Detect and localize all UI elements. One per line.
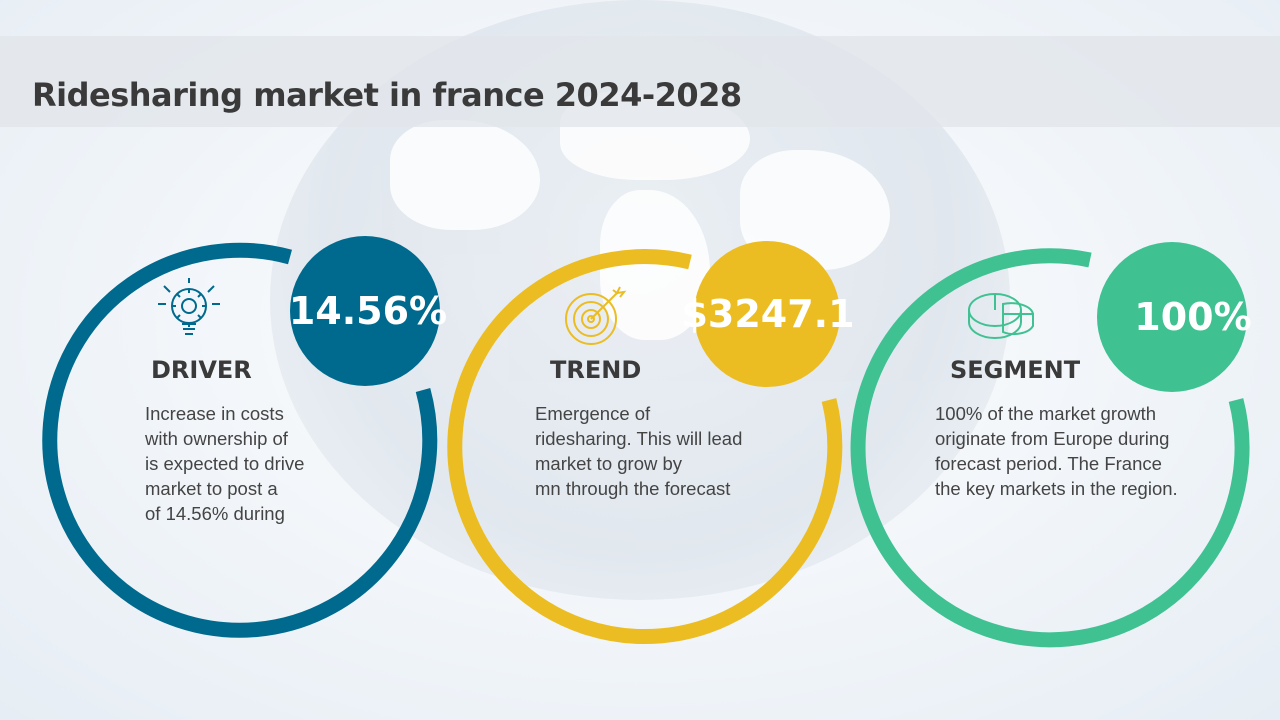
page-title: Ridesharing market in france 2024-2028 xyxy=(32,76,742,114)
trend-description: Emergence of ridesharing. This will lead… xyxy=(535,401,825,501)
segment-line: forecast period. The France xyxy=(935,453,1162,474)
driver-badge: 14.56% xyxy=(289,236,447,386)
driver-line: Increase in costs xyxy=(145,403,284,424)
segment-badge: 100% xyxy=(1097,242,1252,392)
trend-badge: $3247.1 xyxy=(681,241,855,387)
trend-ring xyxy=(447,249,843,644)
pie-chart-icon xyxy=(968,293,1034,339)
driver-line: market to post a xyxy=(145,478,278,499)
driver-heading: DRIVER xyxy=(151,356,252,384)
title-bar xyxy=(0,36,1280,127)
lightbulb-gear-icon xyxy=(158,278,220,335)
continent-shape xyxy=(390,120,540,230)
trend-line: mn through the forecast xyxy=(535,478,731,499)
segment-description: 100% of the market growth originate from… xyxy=(935,401,1225,501)
segment-line: originate from Europe during xyxy=(935,428,1170,449)
segment-ring xyxy=(850,248,1250,648)
segment-heading: SEGMENT xyxy=(950,356,1081,384)
driver-line: is expected to drive xyxy=(145,453,305,474)
driver-badge-value: 14.56% xyxy=(288,289,448,333)
trend-badge-value: $3247.1 xyxy=(681,292,855,336)
driver-description: Increase in costs with ownership of is e… xyxy=(145,401,435,526)
segment-line: the key markets in the region. xyxy=(935,478,1178,499)
target-arrow-icon xyxy=(565,286,627,345)
trend-line: ridesharing. This will lead xyxy=(535,428,743,449)
trend-line: market to grow by xyxy=(535,453,683,474)
segment-line: 100% of the market growth xyxy=(935,403,1157,424)
driver-line: with ownership of xyxy=(145,428,288,449)
driver-ring xyxy=(42,242,438,638)
driver-line: of 14.56% during xyxy=(145,503,285,524)
segment-badge-value: 100% xyxy=(1134,295,1252,339)
trend-line: Emergence of xyxy=(535,403,651,424)
trend-heading: TREND xyxy=(550,356,642,384)
